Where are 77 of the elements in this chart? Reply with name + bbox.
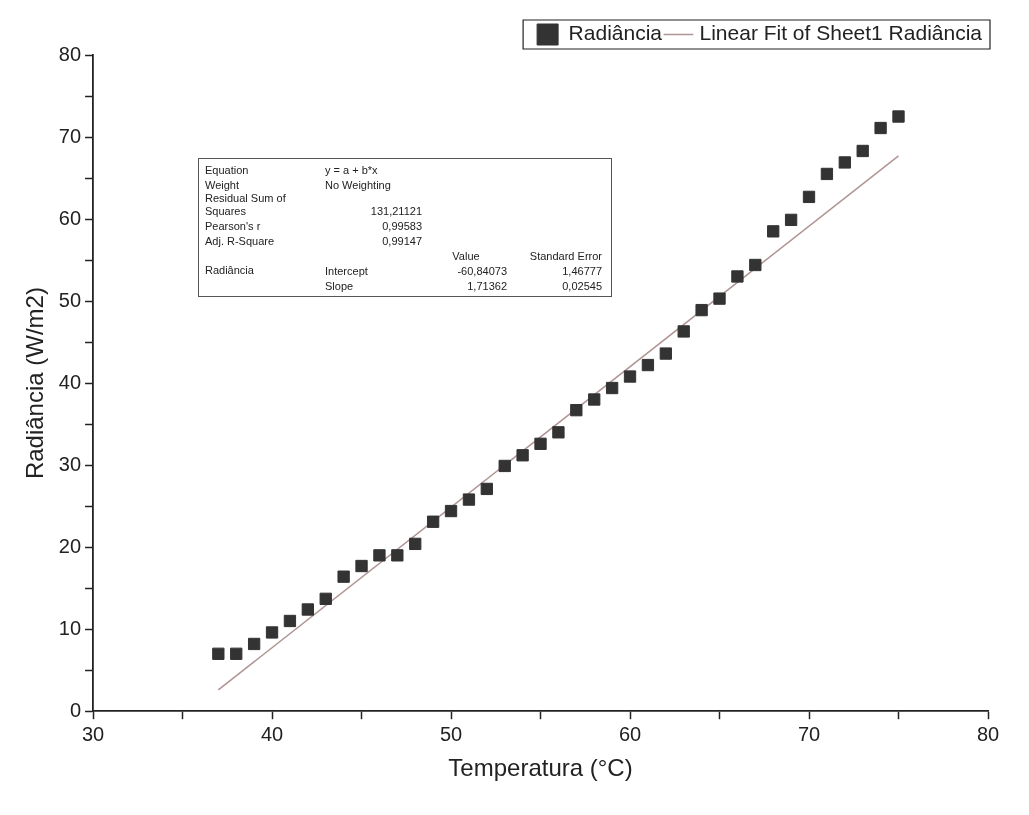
annotation: Weight <box>205 179 241 192</box>
point <box>874 121 887 135</box>
x-tick-label: 50 <box>439 722 463 745</box>
annotation: Value <box>451 250 481 263</box>
x-tick-label: 40 <box>260 722 284 745</box>
point <box>749 258 762 272</box>
y-tick-label: 40 <box>58 370 82 393</box>
point <box>784 213 798 227</box>
x-tick-label: 30 <box>81 722 105 745</box>
annotation: Radiância <box>205 264 255 277</box>
point <box>426 515 440 528</box>
point <box>820 167 834 181</box>
point <box>534 437 547 450</box>
y-tick-label: 10 <box>58 616 82 639</box>
y-tick-label: 70 <box>58 124 82 147</box>
point <box>856 144 869 158</box>
annotation: Residual Sum of Squares <box>205 192 287 218</box>
point <box>480 482 493 496</box>
point <box>659 347 672 360</box>
point <box>552 426 565 439</box>
point <box>731 270 744 283</box>
annotation: 1,46777 <box>561 265 603 278</box>
y-tick-label: 0 <box>69 698 82 721</box>
x-tick-label: 80 <box>976 722 1000 745</box>
annotation: 0,02545 <box>561 280 603 293</box>
x-axis-title: Temperatura (°C) <box>448 754 633 782</box>
point <box>570 404 583 417</box>
point <box>283 614 297 628</box>
point <box>337 570 350 583</box>
y-tick-label: 20 <box>58 534 82 557</box>
y-tick-label: 60 <box>58 206 82 229</box>
point <box>588 393 601 406</box>
point <box>677 325 690 338</box>
annotation: No Weighting <box>325 179 392 192</box>
y-axis-title: Radiância (W/m2) <box>21 287 49 480</box>
legend-label: Radiância <box>568 21 663 45</box>
x-tick-label: 70 <box>797 722 821 745</box>
annotation: Adj. R-Square <box>205 235 276 248</box>
y-tick-label: 80 <box>58 42 82 65</box>
annotation: Slope <box>325 280 355 293</box>
point <box>409 537 422 551</box>
annotation: Standard Error <box>528 250 603 263</box>
annotation: -60,84073 <box>456 265 508 278</box>
point <box>230 647 243 660</box>
annotation: 0,99147 <box>381 235 423 248</box>
annotation: 0,99583 <box>381 220 423 233</box>
point <box>462 493 476 506</box>
x-tick-label: 60 <box>618 722 642 745</box>
point <box>265 626 279 639</box>
point <box>391 549 404 562</box>
annotation: 131,21121 <box>369 205 423 218</box>
point <box>319 592 332 605</box>
point <box>301 603 314 616</box>
point <box>641 358 655 372</box>
annotation: 1,71362 <box>466 280 508 293</box>
legend-label: Linear Fit of Sheet1 Radiância <box>699 21 983 45</box>
annotation: Pearson's r <box>205 220 262 233</box>
point <box>247 637 261 651</box>
point <box>623 370 637 383</box>
point <box>802 190 816 204</box>
point <box>767 225 780 238</box>
annotation: y = a + b*x <box>325 164 379 177</box>
point <box>605 381 619 395</box>
annotation: Equation <box>205 164 250 177</box>
annotation: Intercept <box>325 265 369 278</box>
point <box>373 549 386 562</box>
point <box>516 449 529 462</box>
y-tick-label: 30 <box>58 452 82 475</box>
point <box>498 459 511 473</box>
y-tick-label: 50 <box>58 288 82 311</box>
point <box>892 110 905 123</box>
point <box>355 559 368 573</box>
point <box>838 156 851 169</box>
point <box>212 647 225 660</box>
point <box>713 292 726 305</box>
point <box>444 504 458 518</box>
point <box>695 303 708 317</box>
